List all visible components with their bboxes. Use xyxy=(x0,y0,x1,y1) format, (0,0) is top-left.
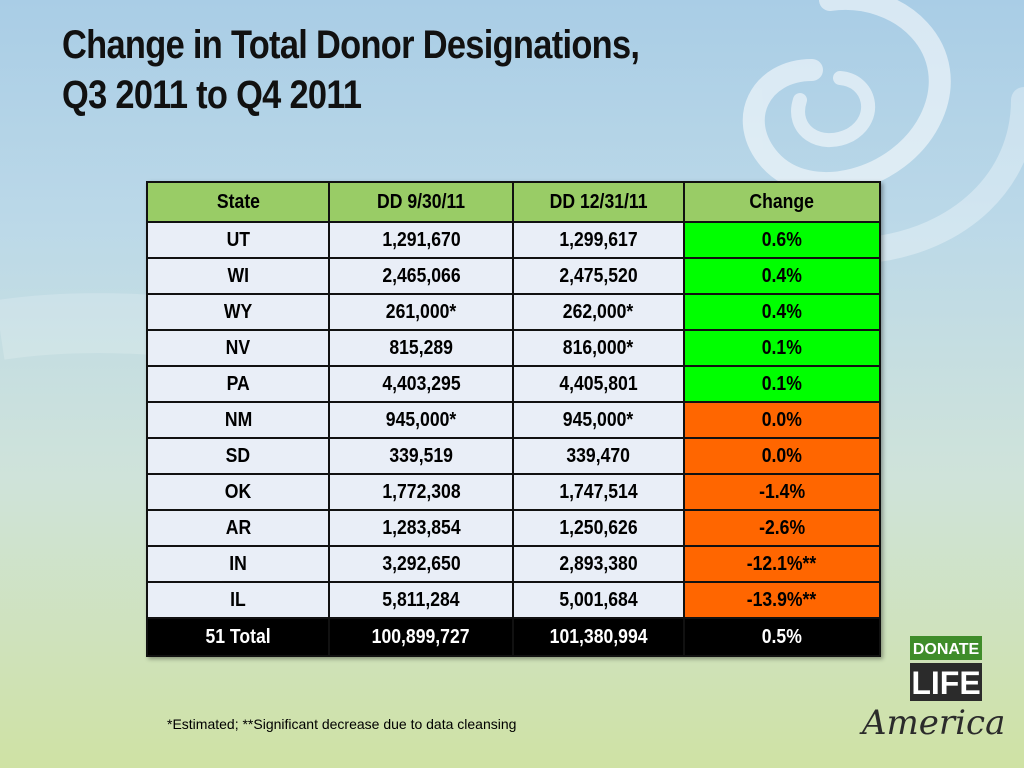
cell-dd-q3: 945,000* xyxy=(328,401,514,439)
cell-dd-q3: 1,291,670 xyxy=(328,221,514,259)
cell-state: NV xyxy=(145,329,331,367)
cell-dd-q4: 945,000* xyxy=(511,401,685,439)
cell-change: -2.6% xyxy=(682,509,882,547)
total-dd-q3: 100,899,727 xyxy=(328,617,514,657)
cell-dd-q4: 5,001,684 xyxy=(511,581,685,619)
cell-state: OK xyxy=(145,473,331,511)
cell-change: 0.4% xyxy=(682,257,882,295)
logo-life-text: LIFE xyxy=(911,665,980,701)
total-label: 51 Total xyxy=(145,617,331,657)
table-row: NV 815,289 816,000* 0.1% xyxy=(145,329,882,367)
table-row: PA 4,403,295 4,405,801 0.1% xyxy=(145,365,882,403)
cell-state: PA xyxy=(145,365,331,403)
donate-life-america-logo: DONATE LIFE America xyxy=(859,636,1005,743)
cell-state: IN xyxy=(145,545,331,583)
slide-title-line2: Q3 2011 to Q4 2011 xyxy=(62,73,362,117)
cell-dd-q3: 815,289 xyxy=(328,329,514,367)
cell-change: 0.0% xyxy=(682,401,882,439)
cell-change: 0.4% xyxy=(682,293,882,331)
total-dd-q4: 101,380,994 xyxy=(511,617,685,657)
table-row: WY 261,000* 262,000* 0.4% xyxy=(145,293,882,331)
footnote: *Estimated; **Significant decrease due t… xyxy=(167,716,517,732)
cell-dd-q3: 261,000* xyxy=(328,293,514,331)
table-body: UT 1,291,670 1,299,617 0.6% WI 2,465,066… xyxy=(145,221,882,657)
cell-change: 0.0% xyxy=(682,437,882,475)
cell-state: WI xyxy=(145,257,331,295)
cell-dd-q3: 1,283,854 xyxy=(328,509,514,547)
cell-change: 0.1% xyxy=(682,365,882,403)
table-row: UT 1,291,670 1,299,617 0.6% xyxy=(145,221,882,259)
table-row: AR 1,283,854 1,250,626 -2.6% xyxy=(145,509,882,547)
table-total-row: 51 Total 100,899,727 101,380,994 0.5% xyxy=(145,617,882,657)
header-change: Change xyxy=(682,181,882,223)
cell-dd-q4: 1,747,514 xyxy=(511,473,685,511)
logo-america-text: America xyxy=(859,703,1005,743)
header-dd-q4: DD 12/31/11 xyxy=(511,181,685,223)
cell-dd-q4: 2,893,380 xyxy=(511,545,685,583)
table-row: OK 1,772,308 1,747,514 -1.4% xyxy=(145,473,882,511)
cell-dd-q4: 339,470 xyxy=(511,437,685,475)
cell-change: 0.1% xyxy=(682,329,882,367)
table-row: WI 2,465,066 2,475,520 0.4% xyxy=(145,257,882,295)
table-header-row: State DD 9/30/11 DD 12/31/11 Change xyxy=(145,181,882,223)
cell-dd-q3: 2,465,066 xyxy=(328,257,514,295)
cell-change: -13.9%** xyxy=(682,581,882,619)
cell-dd-q4: 1,299,617 xyxy=(511,221,685,259)
donor-designations-table: State DD 9/30/11 DD 12/31/11 Change UT 1… xyxy=(145,181,882,657)
logo-donate-text: DONATE xyxy=(913,641,980,658)
cell-dd-q3: 5,811,284 xyxy=(328,581,514,619)
cell-dd-q4: 2,475,520 xyxy=(511,257,685,295)
table-row: NM 945,000* 945,000* 0.0% xyxy=(145,401,882,439)
cell-state: IL xyxy=(145,581,331,619)
cell-dd-q4: 1,250,626 xyxy=(511,509,685,547)
cell-dd-q4: 816,000* xyxy=(511,329,685,367)
cell-dd-q3: 4,403,295 xyxy=(328,365,514,403)
cell-change: 0.6% xyxy=(682,221,882,259)
total-change: 0.5% xyxy=(682,617,882,657)
table-row: IL 5,811,284 5,001,684 -13.9%** xyxy=(145,581,882,619)
cell-dd-q3: 339,519 xyxy=(328,437,514,475)
cell-state: NM xyxy=(145,401,331,439)
header-dd-q3: DD 9/30/11 xyxy=(328,181,514,223)
cell-dd-q4: 262,000* xyxy=(511,293,685,331)
cell-dd-q3: 1,772,308 xyxy=(328,473,514,511)
header-state: State xyxy=(145,181,331,223)
cell-state: UT xyxy=(145,221,331,259)
logo-donate-banner xyxy=(910,636,982,660)
slide-title: Change in Total Donor Designations, Q3 2… xyxy=(62,20,640,120)
logo-life-block xyxy=(910,663,982,701)
cell-state: AR xyxy=(145,509,331,547)
cell-change: -12.1%** xyxy=(682,545,882,583)
cell-change: -1.4% xyxy=(682,473,882,511)
table-row: IN 3,292,650 2,893,380 -12.1%** xyxy=(145,545,882,583)
table-row: SD 339,519 339,470 0.0% xyxy=(145,437,882,475)
slide-title-line1: Change in Total Donor Designations, xyxy=(62,23,640,67)
cell-state: WY xyxy=(145,293,331,331)
cell-dd-q3: 3,292,650 xyxy=(328,545,514,583)
cell-dd-q4: 4,405,801 xyxy=(511,365,685,403)
cell-state: SD xyxy=(145,437,331,475)
